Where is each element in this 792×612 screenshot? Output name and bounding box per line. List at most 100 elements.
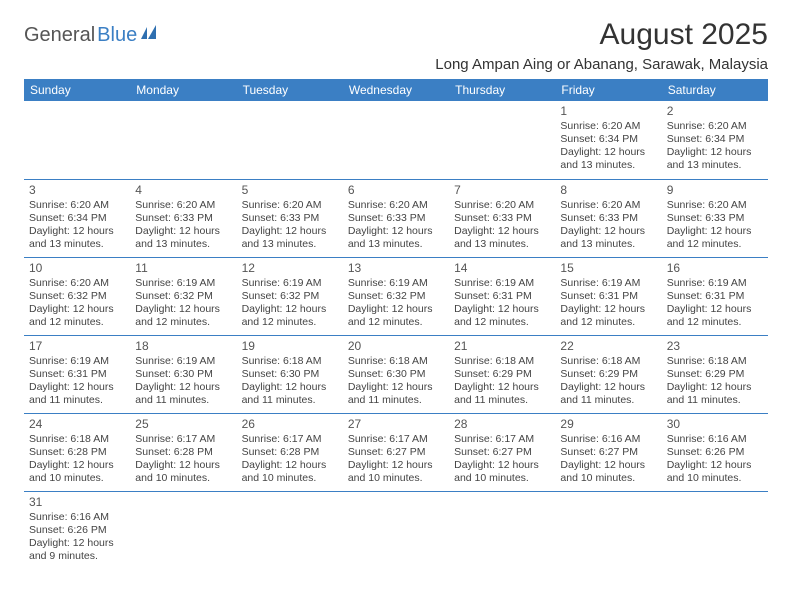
sunrise-line: Sunrise: 6:20 AM xyxy=(242,199,338,212)
daylight-line-1: Daylight: 12 hours xyxy=(29,537,125,550)
calendar-day-cell: 29Sunrise: 6:16 AMSunset: 6:27 PMDayligh… xyxy=(555,413,661,491)
daylight-line-1: Daylight: 12 hours xyxy=(454,459,550,472)
sunrise-line: Sunrise: 6:20 AM xyxy=(135,199,231,212)
sunrise-line: Sunrise: 6:17 AM xyxy=(348,433,444,446)
calendar-day-cell: 20Sunrise: 6:18 AMSunset: 6:30 PMDayligh… xyxy=(343,335,449,413)
calendar-day-cell: 27Sunrise: 6:17 AMSunset: 6:27 PMDayligh… xyxy=(343,413,449,491)
calendar-week-row: 3Sunrise: 6:20 AMSunset: 6:34 PMDaylight… xyxy=(24,179,768,257)
day-header-monday: Monday xyxy=(130,79,236,101)
sunset-line: Sunset: 6:33 PM xyxy=(560,212,656,225)
daylight-line-1: Daylight: 12 hours xyxy=(29,303,125,316)
daylight-line-1: Daylight: 12 hours xyxy=(29,459,125,472)
sunset-line: Sunset: 6:31 PM xyxy=(454,290,550,303)
day-header-wednesday: Wednesday xyxy=(343,79,449,101)
calendar-empty-cell xyxy=(24,101,130,179)
calendar-empty-cell xyxy=(130,491,236,569)
calendar-day-cell: 31Sunrise: 6:16 AMSunset: 6:26 PMDayligh… xyxy=(24,491,130,569)
calendar-day-cell: 22Sunrise: 6:18 AMSunset: 6:29 PMDayligh… xyxy=(555,335,661,413)
calendar-empty-cell xyxy=(662,491,768,569)
daylight-line-1: Daylight: 12 hours xyxy=(667,303,763,316)
daylight-line-1: Daylight: 12 hours xyxy=(454,225,550,238)
calendar-day-cell: 19Sunrise: 6:18 AMSunset: 6:30 PMDayligh… xyxy=(237,335,343,413)
sunset-line: Sunset: 6:30 PM xyxy=(348,368,444,381)
daylight-line-2: and 11 minutes. xyxy=(242,394,338,407)
day-number: 3 xyxy=(29,183,125,198)
daylight-line-1: Daylight: 12 hours xyxy=(29,381,125,394)
daylight-line-1: Daylight: 12 hours xyxy=(560,381,656,394)
daylight-line-2: and 13 minutes. xyxy=(348,238,444,251)
sunrise-line: Sunrise: 6:17 AM xyxy=(454,433,550,446)
daylight-line-2: and 13 minutes. xyxy=(667,159,763,172)
month-title: August 2025 xyxy=(435,18,768,52)
sunrise-line: Sunrise: 6:19 AM xyxy=(242,277,338,290)
daylight-line-2: and 13 minutes. xyxy=(242,238,338,251)
calendar-day-cell: 10Sunrise: 6:20 AMSunset: 6:32 PMDayligh… xyxy=(24,257,130,335)
day-number: 6 xyxy=(348,183,444,198)
daylight-line-1: Daylight: 12 hours xyxy=(135,381,231,394)
calendar-empty-cell xyxy=(130,101,236,179)
day-number: 19 xyxy=(242,339,338,354)
calendar-week-row: 1 Sunrise: 6:20 AM Sunset: 6:34 PM Daylight… xyxy=(24,101,768,179)
day-number: 8 xyxy=(560,183,656,198)
sunset-line: Sunset: 6:33 PM xyxy=(667,212,763,225)
daylight-line-1: Daylight: 12 hours xyxy=(667,146,763,159)
calendar-empty-cell xyxy=(237,491,343,569)
sunrise-line: Sunrise: 6:19 AM xyxy=(135,355,231,368)
calendar-week-row: 31Sunrise: 6:16 AMSunset: 6:26 PMDayligh… xyxy=(24,491,768,569)
sunrise-line: Sunrise: 6:18 AM xyxy=(560,355,656,368)
calendar-day-cell: 30Sunrise: 6:16 AMSunset: 6:26 PMDayligh… xyxy=(662,413,768,491)
day-header-tuesday: Tuesday xyxy=(237,79,343,101)
day-number: 16 xyxy=(667,261,763,276)
day-number: 20 xyxy=(348,339,444,354)
day-number: 29 xyxy=(560,417,656,432)
sunrise-line: Sunrise: 6:19 AM xyxy=(135,277,231,290)
day-number: 24 xyxy=(29,417,125,432)
daylight-line-1: Daylight: 12 hours xyxy=(667,381,763,394)
sunset-line: Sunset: 6:27 PM xyxy=(454,446,550,459)
calendar-header-row: SundayMondayTuesdayWednesdayThursdayFrid… xyxy=(24,79,768,101)
calendar-day-cell: 23Sunrise: 6:18 AMSunset: 6:29 PMDayligh… xyxy=(662,335,768,413)
daylight-line-1: Daylight: 12 hours xyxy=(560,303,656,316)
sunrise-line: Sunrise: 6:19 AM xyxy=(667,277,763,290)
calendar-day-cell: 28Sunrise: 6:17 AMSunset: 6:27 PMDayligh… xyxy=(449,413,555,491)
location-subtitle: Long Ampan Aing or Abanang, Sarawak, Mal… xyxy=(435,56,768,73)
daylight-line-1: Daylight: 12 hours xyxy=(348,303,444,316)
calendar-day-cell: 25Sunrise: 6:17 AMSunset: 6:28 PMDayligh… xyxy=(130,413,236,491)
sunset-line: Sunset: 6:29 PM xyxy=(454,368,550,381)
calendar-day-cell: 18Sunrise: 6:19 AMSunset: 6:30 PMDayligh… xyxy=(130,335,236,413)
daylight-line-2: and 11 minutes. xyxy=(667,394,763,407)
sunrise-line: Sunrise: 6:20 AM xyxy=(667,120,763,133)
calendar-empty-cell xyxy=(449,491,555,569)
day-number: 25 xyxy=(135,417,231,432)
sunrise-line: Sunrise: 6:18 AM xyxy=(29,433,125,446)
daylight-line-2: and 10 minutes. xyxy=(348,472,444,485)
daylight-line-1: Daylight: 12 hours xyxy=(667,225,763,238)
sunset-line: Sunset: 6:32 PM xyxy=(348,290,444,303)
daylight-line-1: Daylight: 12 hours xyxy=(242,303,338,316)
sunrise-line: Sunrise: 6:16 AM xyxy=(560,433,656,446)
day-number: 31 xyxy=(29,495,125,510)
daylight-line-2: and 12 minutes. xyxy=(667,316,763,329)
calendar-day-cell: 21Sunrise: 6:18 AMSunset: 6:29 PMDayligh… xyxy=(449,335,555,413)
day-number: 22 xyxy=(560,339,656,354)
calendar-day-cell: 7Sunrise: 6:20 AMSunset: 6:33 PMDaylight… xyxy=(449,179,555,257)
calendar-day-cell: 8Sunrise: 6:20 AMSunset: 6:33 PMDaylight… xyxy=(555,179,661,257)
daylight-line-1: Daylight: 12 hours xyxy=(242,225,338,238)
sunrise-line: Sunrise: 6:20 AM xyxy=(29,199,125,212)
logo: GeneralBlue xyxy=(24,24,163,47)
sunrise-line: Sunrise: 6:19 AM xyxy=(560,277,656,290)
sunset-line: Sunset: 6:31 PM xyxy=(560,290,656,303)
daylight-line-2: and 10 minutes. xyxy=(135,472,231,485)
daylight-line-2: and 12 minutes. xyxy=(667,238,763,251)
daylight-line-2: and 10 minutes. xyxy=(454,472,550,485)
calendar-empty-cell xyxy=(555,491,661,569)
sunrise-line: Sunrise: 6:16 AM xyxy=(667,433,763,446)
sunset-line: Sunset: 6:34 PM xyxy=(560,133,656,146)
calendar-day-cell: 3Sunrise: 6:20 AMSunset: 6:34 PMDaylight… xyxy=(24,179,130,257)
day-number: 2 xyxy=(667,104,763,119)
day-number: 5 xyxy=(242,183,338,198)
daylight-line-1: Daylight: 12 hours xyxy=(454,303,550,316)
daylight-line-1: Daylight: 12 hours xyxy=(454,381,550,394)
day-number: 1 xyxy=(560,104,656,119)
calendar-week-row: 24Sunrise: 6:18 AMSunset: 6:28 PMDayligh… xyxy=(24,413,768,491)
